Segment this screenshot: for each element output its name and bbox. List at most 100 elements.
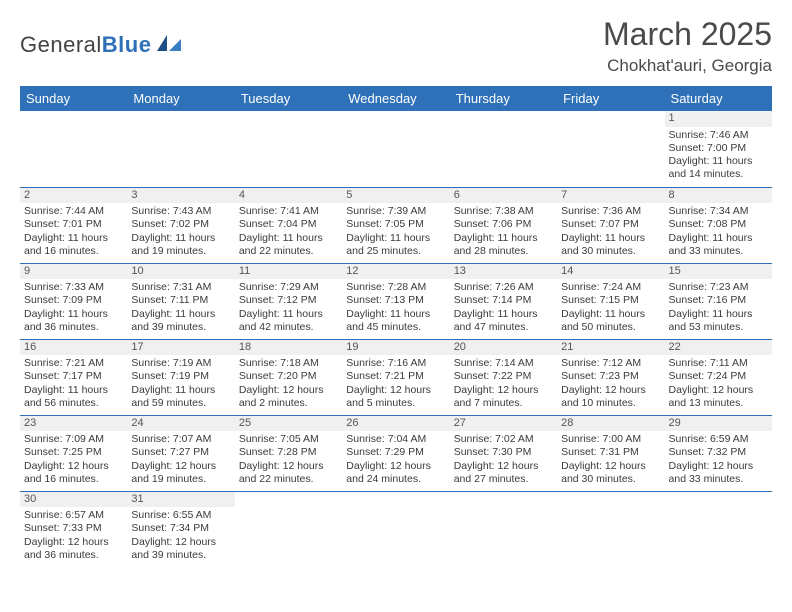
- day-cell: 11Sunrise: 7:29 AMSunset: 7:12 PMDayligh…: [235, 263, 342, 339]
- sunrise-line: Sunrise: 7:07 AM: [131, 433, 230, 446]
- sunset-line: Sunset: 7:30 PM: [454, 446, 553, 459]
- sunrise-line: Sunrise: 7:11 AM: [669, 357, 768, 370]
- daylight-line: Daylight: 12 hours and 7 minutes.: [454, 384, 553, 410]
- sunrise-line: Sunrise: 7:21 AM: [24, 357, 123, 370]
- dayhead-wed: Wednesday: [342, 86, 449, 111]
- day-number: 26: [342, 416, 449, 432]
- daylight-line: Daylight: 12 hours and 36 minutes.: [24, 536, 123, 562]
- sunrise-line: Sunrise: 7:31 AM: [131, 281, 230, 294]
- sunrise-line: Sunrise: 7:19 AM: [131, 357, 230, 370]
- empty-cell: .: [665, 491, 772, 567]
- sunrise-line: Sunrise: 7:12 AM: [561, 357, 660, 370]
- daylight-line: Daylight: 12 hours and 39 minutes.: [131, 536, 230, 562]
- empty-cell: .: [127, 111, 234, 187]
- sunset-line: Sunset: 7:20 PM: [239, 370, 338, 383]
- daylight-line: Daylight: 11 hours and 36 minutes.: [24, 308, 123, 334]
- day-cell: 3Sunrise: 7:43 AMSunset: 7:02 PMDaylight…: [127, 187, 234, 263]
- sunset-line: Sunset: 7:11 PM: [131, 294, 230, 307]
- day-number: 17: [127, 340, 234, 356]
- day-cell: 27Sunrise: 7:02 AMSunset: 7:30 PMDayligh…: [450, 415, 557, 491]
- day-number: 21: [557, 340, 664, 356]
- dayhead-tue: Tuesday: [235, 86, 342, 111]
- empty-cell: .: [20, 111, 127, 187]
- day-cell: 2Sunrise: 7:44 AMSunset: 7:01 PMDaylight…: [20, 187, 127, 263]
- daylight-line: Daylight: 11 hours and 33 minutes.: [669, 232, 768, 258]
- calendar-row: 30Sunrise: 6:57 AMSunset: 7:33 PMDayligh…: [20, 491, 772, 567]
- day-cell: 6Sunrise: 7:38 AMSunset: 7:06 PMDaylight…: [450, 187, 557, 263]
- sunset-line: Sunset: 7:31 PM: [561, 446, 660, 459]
- day-number: 16: [20, 340, 127, 356]
- day-cell: 19Sunrise: 7:16 AMSunset: 7:21 PMDayligh…: [342, 339, 449, 415]
- daylight-line: Daylight: 11 hours and 47 minutes.: [454, 308, 553, 334]
- daylight-line: Daylight: 12 hours and 27 minutes.: [454, 460, 553, 486]
- sunrise-line: Sunrise: 7:26 AM: [454, 281, 553, 294]
- sunset-line: Sunset: 7:14 PM: [454, 294, 553, 307]
- sunset-line: Sunset: 7:22 PM: [454, 370, 553, 383]
- day-cell: 9Sunrise: 7:33 AMSunset: 7:09 PMDaylight…: [20, 263, 127, 339]
- empty-cell: .: [342, 111, 449, 187]
- day-number: 8: [665, 188, 772, 204]
- daylight-line: Daylight: 11 hours and 39 minutes.: [131, 308, 230, 334]
- day-cell: 1Sunrise: 7:46 AMSunset: 7:00 PMDaylight…: [665, 111, 772, 187]
- daylight-line: Daylight: 12 hours and 33 minutes.: [669, 460, 768, 486]
- day-cell: 7Sunrise: 7:36 AMSunset: 7:07 PMDaylight…: [557, 187, 664, 263]
- dayhead-mon: Monday: [127, 86, 234, 111]
- day-number: 15: [665, 264, 772, 280]
- daylight-line: Daylight: 11 hours and 28 minutes.: [454, 232, 553, 258]
- sunrise-line: Sunrise: 7:05 AM: [239, 433, 338, 446]
- sunrise-line: Sunrise: 7:33 AM: [24, 281, 123, 294]
- header: GeneralBlue March 2025 Chokhat'auri, Geo…: [20, 18, 772, 76]
- day-cell: 29Sunrise: 6:59 AMSunset: 7:32 PMDayligh…: [665, 415, 772, 491]
- sunrise-line: Sunrise: 7:23 AM: [669, 281, 768, 294]
- day-cell: 12Sunrise: 7:28 AMSunset: 7:13 PMDayligh…: [342, 263, 449, 339]
- sunset-line: Sunset: 7:19 PM: [131, 370, 230, 383]
- sunset-line: Sunset: 7:04 PM: [239, 218, 338, 231]
- calendar-body: ......1Sunrise: 7:46 AMSunset: 7:00 PMDa…: [20, 111, 772, 567]
- day-number: 30: [20, 492, 127, 508]
- daylight-line: Daylight: 12 hours and 2 minutes.: [239, 384, 338, 410]
- daylight-line: Daylight: 12 hours and 16 minutes.: [24, 460, 123, 486]
- sunset-line: Sunset: 7:29 PM: [346, 446, 445, 459]
- daylight-line: Daylight: 11 hours and 25 minutes.: [346, 232, 445, 258]
- dayhead-fri: Friday: [557, 86, 664, 111]
- sunrise-line: Sunrise: 7:29 AM: [239, 281, 338, 294]
- daylight-line: Daylight: 11 hours and 45 minutes.: [346, 308, 445, 334]
- sunset-line: Sunset: 7:13 PM: [346, 294, 445, 307]
- daylight-line: Daylight: 11 hours and 50 minutes.: [561, 308, 660, 334]
- day-cell: 15Sunrise: 7:23 AMSunset: 7:16 PMDayligh…: [665, 263, 772, 339]
- sunrise-line: Sunrise: 7:38 AM: [454, 205, 553, 218]
- sunrise-line: Sunrise: 7:46 AM: [669, 129, 768, 142]
- sunset-line: Sunset: 7:24 PM: [669, 370, 768, 383]
- day-number: 14: [557, 264, 664, 280]
- day-cell: 21Sunrise: 7:12 AMSunset: 7:23 PMDayligh…: [557, 339, 664, 415]
- sunrise-line: Sunrise: 6:57 AM: [24, 509, 123, 522]
- logo-text: GeneralBlue: [20, 32, 151, 58]
- day-cell: 17Sunrise: 7:19 AMSunset: 7:19 PMDayligh…: [127, 339, 234, 415]
- empty-cell: .: [450, 491, 557, 567]
- daylight-line: Daylight: 12 hours and 22 minutes.: [239, 460, 338, 486]
- empty-cell: .: [557, 491, 664, 567]
- day-cell: 8Sunrise: 7:34 AMSunset: 7:08 PMDaylight…: [665, 187, 772, 263]
- day-number: 4: [235, 188, 342, 204]
- empty-cell: .: [342, 491, 449, 567]
- sail-icon: [155, 33, 183, 53]
- sunrise-line: Sunrise: 7:36 AM: [561, 205, 660, 218]
- sunset-line: Sunset: 7:12 PM: [239, 294, 338, 307]
- day-number: 9: [20, 264, 127, 280]
- day-cell: 24Sunrise: 7:07 AMSunset: 7:27 PMDayligh…: [127, 415, 234, 491]
- empty-cell: .: [557, 111, 664, 187]
- calendar-row: 2Sunrise: 7:44 AMSunset: 7:01 PMDaylight…: [20, 187, 772, 263]
- daylight-line: Daylight: 11 hours and 14 minutes.: [669, 155, 768, 181]
- daylight-line: Daylight: 11 hours and 42 minutes.: [239, 308, 338, 334]
- sunrise-line: Sunrise: 7:18 AM: [239, 357, 338, 370]
- empty-cell: .: [235, 491, 342, 567]
- sunset-line: Sunset: 7:33 PM: [24, 522, 123, 535]
- sunset-line: Sunset: 7:00 PM: [669, 142, 768, 155]
- sunset-line: Sunset: 7:32 PM: [669, 446, 768, 459]
- sunrise-line: Sunrise: 7:24 AM: [561, 281, 660, 294]
- sunrise-line: Sunrise: 7:43 AM: [131, 205, 230, 218]
- dayhead-sun: Sunday: [20, 86, 127, 111]
- daylight-line: Daylight: 11 hours and 53 minutes.: [669, 308, 768, 334]
- daylight-line: Daylight: 11 hours and 59 minutes.: [131, 384, 230, 410]
- day-number: 10: [127, 264, 234, 280]
